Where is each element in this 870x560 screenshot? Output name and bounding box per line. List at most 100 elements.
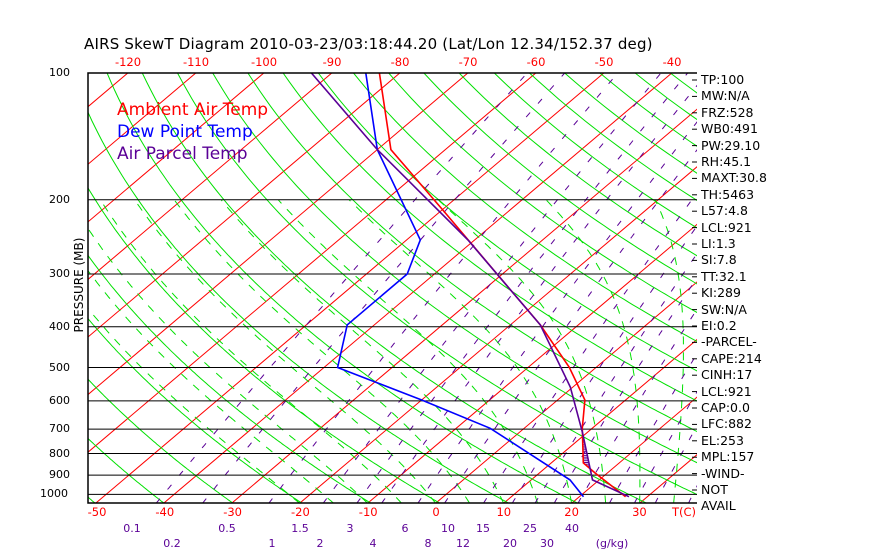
dry-adiabat-line (247, 73, 697, 433)
mixing-ratio-line (155, 73, 528, 503)
mixing-ratio-tick-label: 0.2 (163, 537, 181, 550)
pressure-tick-label: 900 (49, 468, 70, 482)
sounding-index-not: NOT (701, 482, 728, 497)
dry-adiabat-line (282, 73, 697, 402)
legend-dew-point-temp: Dew Point Temp (117, 122, 253, 142)
top-temp-tick-label: -40 (662, 55, 682, 69)
mixing-ratio-line (654, 424, 697, 503)
moist-adiabat-line (88, 269, 334, 503)
pressure-tick-label: 400 (49, 319, 70, 333)
isotherm-line (367, 223, 697, 503)
moist-adiabat-line (438, 199, 607, 503)
bottom-temp-tick-label: 0 (432, 505, 440, 519)
dry-adiabat-line (762, 64, 870, 504)
top-temp-tick-label: -110 (182, 55, 210, 69)
mixing-ratio-line (553, 276, 697, 503)
mixing-ratio-tick-label: 30 (540, 537, 554, 550)
mixing-ratio-tick-label: 0.1 (123, 522, 141, 535)
isotherm-line (88, 73, 265, 223)
dry-adiabat-line (176, 73, 697, 496)
sounding-index-wb0491: WB0:491 (701, 121, 758, 137)
mixing-ratio-tick-label: 10 (441, 522, 455, 535)
isotherm-line (163, 73, 673, 503)
mixing-ratio-line (577, 308, 697, 503)
pressure-tick-label: 100 (49, 66, 70, 79)
mixing-ratio-line (443, 149, 697, 503)
dry-adiabat-line (141, 73, 648, 503)
sounding-index-cape21: CAPE:214 (701, 350, 762, 366)
bottom-temp-tick-label: -20 (290, 505, 310, 519)
top-temp-tick-label: -100 (250, 55, 278, 69)
pressure-tick-label: 500 (49, 360, 70, 374)
sounding-index-mwna: MW:N/A (701, 88, 750, 104)
moist-adiabat-line (134, 199, 437, 503)
mixing-ratio-line (202, 73, 566, 503)
sounding-index-el253: EL:253 (701, 432, 744, 448)
dry-adiabat-line (317, 73, 697, 372)
bottom-temp-tick-label: 30 (632, 505, 647, 519)
sounding-index-tp100: TP:100 (701, 72, 745, 87)
sounding-index-tt321: TT:32.1 (701, 268, 747, 284)
mixing-ratio-tick-label: 25 (523, 522, 537, 535)
mixing-ratio-tick-label: 40 (565, 522, 579, 535)
mixing-ratio-tick-label: 1.5 (291, 522, 309, 535)
bottom-temp-tick-label: -10 (358, 505, 378, 519)
mixing-ratio-line (268, 73, 619, 503)
mixing-ratio-line (608, 352, 697, 503)
sounding-index-ei02: EI:0.2 (701, 318, 737, 333)
dry-adiabat-line (458, 73, 697, 257)
pressure-tick-label: 300 (49, 267, 70, 281)
sounding-index-wind: -WIND- (701, 465, 745, 481)
mixing-ratio-line (417, 121, 697, 503)
top-temp-tick-label: -80 (390, 55, 410, 69)
sounding-index-avail: AVAIL (701, 498, 736, 514)
sounding-index-ki289: KI:289 (701, 285, 741, 301)
mixing-ratio-tick-label: 8 (424, 537, 432, 550)
mixing-ratio-line (322, 73, 662, 503)
air-parcel-temp-line (310, 73, 630, 498)
dry-adiabat-line (88, 378, 234, 503)
moist-adiabat-line (173, 199, 471, 503)
pressure-tick-label: 800 (49, 446, 70, 460)
dry-adiabat-line (352, 73, 697, 342)
isotherm-line (0, 64, 71, 504)
mixing-ratio-tick-label: 1 (268, 537, 276, 550)
mixing-ratio-tick-label: 6 (401, 522, 409, 535)
moist-adiabat-line (348, 199, 573, 503)
dry-adiabat-line (212, 73, 697, 464)
sounding-index-parcel: -PARCEL- (701, 334, 757, 350)
mixing-ratio-line (511, 225, 697, 503)
dry-adiabat-line (106, 73, 579, 503)
sounding-index-rh451: RH:45.1 (701, 154, 752, 169)
pressure-tick-label: 600 (49, 393, 70, 407)
sounding-index-si78: SI:7.8 (701, 252, 737, 268)
chart-title: AIRS SkewT Diagram 2010-03-23/03:18:44.2… (84, 35, 653, 53)
dry-adiabat-line (88, 317, 303, 503)
isotherm-line (503, 338, 697, 503)
bottom-temp-tick-label: -50 (87, 505, 107, 519)
isotherm-line (571, 396, 697, 503)
sounding-index-swna: SW:N/A (701, 301, 747, 317)
dry-adiabat-line (88, 254, 372, 503)
sounding-index-cap00: CAP:0.0 (701, 400, 750, 415)
dry-adiabat-line (88, 111, 510, 503)
isotherm-line (88, 73, 537, 453)
mixing-ratio-tick-label: 15 (476, 522, 490, 535)
dry-adiabat-line (88, 186, 441, 503)
top-temp-tick-label: -120 (114, 55, 142, 69)
dew-point-temp-line (336, 73, 585, 498)
plot-frame (87, 72, 697, 504)
legend-ambient-air-temp: Ambient Air Temp (117, 100, 269, 120)
moist-adiabat-line (100, 199, 402, 503)
legend-air-parcel-temp: Air Parcel Temp (117, 144, 248, 164)
dry-adiabat-line (423, 73, 697, 285)
sounding-index-lcl921: LCL:921 (701, 219, 752, 235)
sounding-index-l5748: L57:4.8 (701, 203, 748, 219)
sounding-index-cinh17: CINH:17 (701, 367, 753, 383)
mixing-ratio-unit-label: (g/kg) (595, 537, 629, 550)
mixing-ratio-tick-label: 0.5 (218, 522, 236, 535)
sounding-index-lcl921: LCL:921 (701, 383, 752, 399)
isotherm-line (88, 73, 197, 165)
mixing-ratio-tick-label: 3 (346, 522, 354, 535)
sounding-index-lfc882: LFC:882 (701, 416, 752, 432)
